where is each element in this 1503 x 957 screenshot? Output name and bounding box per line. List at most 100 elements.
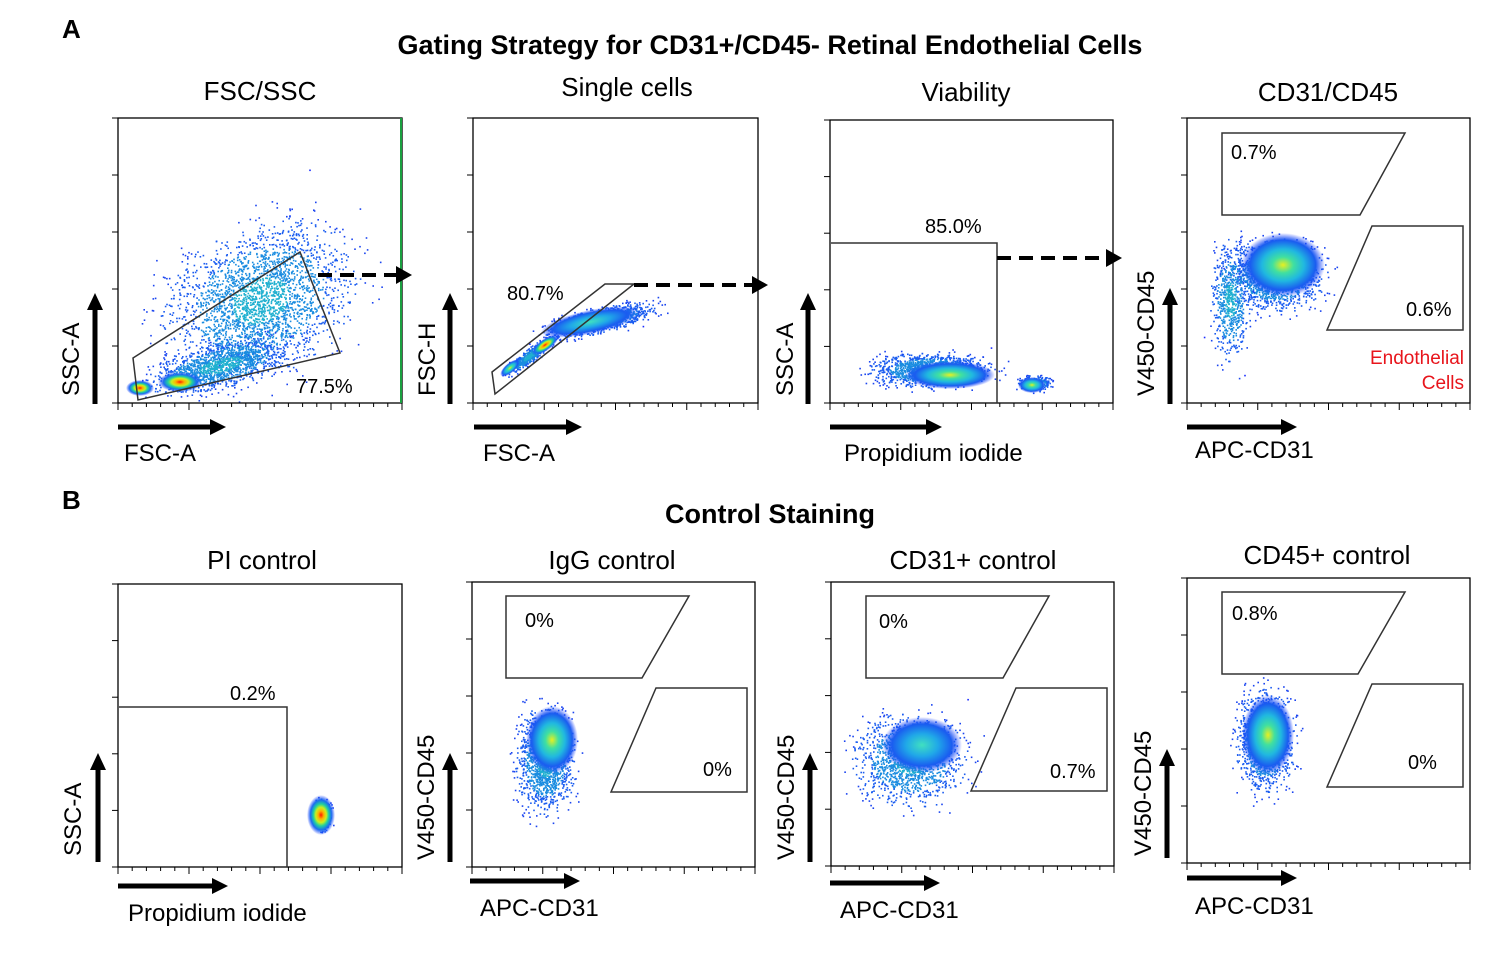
event-dot (334, 228, 337, 231)
event-dot (275, 316, 278, 318)
event-dot (306, 238, 308, 240)
event-dot (237, 366, 240, 369)
event-dot (300, 332, 302, 335)
event-dot (200, 302, 202, 305)
event-dot (246, 303, 248, 306)
event-dot (259, 246, 261, 249)
event-dot (332, 323, 335, 325)
event-dot (341, 293, 344, 295)
event-dot (231, 353, 233, 355)
event-dot (166, 369, 168, 371)
event-dot (239, 318, 241, 321)
event-dot (243, 266, 245, 268)
event-dot (280, 268, 282, 270)
event-dot (260, 286, 262, 289)
event-dot (300, 308, 302, 311)
event-dot (309, 301, 312, 303)
event-dot (262, 257, 265, 259)
event-dot (173, 294, 175, 297)
event-dot (251, 333, 254, 336)
event-dot (239, 321, 242, 323)
event-dot (338, 305, 340, 307)
event-dot (283, 306, 286, 308)
event-dot (231, 298, 233, 301)
event-dot (334, 278, 336, 280)
event-dot (279, 273, 281, 275)
event-dot (289, 297, 291, 299)
event-dot (186, 358, 189, 360)
event-dot (344, 284, 346, 287)
event-dot (260, 223, 263, 226)
event-dot (265, 315, 267, 318)
event-dot (249, 376, 251, 378)
event-dot (635, 305, 637, 308)
event-dot (215, 320, 218, 322)
event-dot (289, 291, 291, 293)
event-dot (268, 257, 270, 259)
event-dot (206, 295, 209, 297)
event-dot (251, 296, 253, 298)
event-dot (313, 323, 316, 325)
event-dot (166, 363, 168, 366)
event-dot (217, 293, 219, 295)
event-dot (227, 267, 229, 269)
event-dot (206, 333, 209, 336)
event-dot (340, 301, 343, 303)
event-dot (314, 307, 316, 310)
event-dot (589, 334, 591, 336)
event-dot (239, 285, 242, 288)
event-dot (273, 260, 276, 262)
event-dot (312, 334, 314, 337)
event-dot (309, 302, 312, 304)
event-dot (236, 279, 238, 281)
event-dot (215, 332, 217, 335)
event-dot (306, 285, 309, 287)
event-dot (218, 303, 221, 306)
event-dot (245, 282, 247, 285)
event-dot (260, 339, 263, 342)
event-dot (279, 243, 281, 246)
event-dot (276, 330, 278, 333)
event-dot (272, 307, 275, 310)
event-dot (229, 327, 232, 330)
event-dot (212, 277, 215, 280)
event-dot (225, 381, 227, 383)
event-dot (301, 248, 303, 251)
event-dot (284, 314, 286, 317)
event-dot (296, 295, 299, 298)
event-dot (254, 358, 257, 360)
event-dot (191, 353, 194, 355)
event-dot (245, 288, 247, 291)
event-dot (270, 343, 273, 346)
event-dot (211, 351, 213, 354)
event-dot (217, 392, 220, 394)
event-dot (339, 231, 341, 233)
event-dot (338, 278, 341, 281)
event-dot (213, 368, 215, 370)
event-dot (238, 294, 240, 296)
event-dot (328, 311, 330, 314)
event-dot (268, 283, 270, 286)
event-dot (252, 265, 254, 267)
event-dot (297, 243, 299, 245)
event-dot (226, 339, 229, 341)
event-dot (313, 257, 315, 259)
event-dot (182, 360, 185, 362)
event-dot (197, 251, 199, 253)
event-dot (292, 337, 295, 339)
event-dot (182, 286, 185, 288)
event-dot (307, 278, 310, 280)
event-dot (259, 291, 261, 293)
event-dot (209, 273, 212, 276)
event-dot (345, 254, 348, 256)
event-dot (220, 373, 223, 376)
event-dot (263, 295, 265, 297)
event-dot (268, 312, 271, 315)
event-dot (295, 368, 298, 371)
event-dot (222, 350, 225, 352)
event-dot (201, 335, 204, 338)
event-dot (626, 299, 628, 302)
event-dot (237, 355, 239, 358)
event-dot (245, 256, 247, 258)
event-dot (146, 311, 148, 313)
